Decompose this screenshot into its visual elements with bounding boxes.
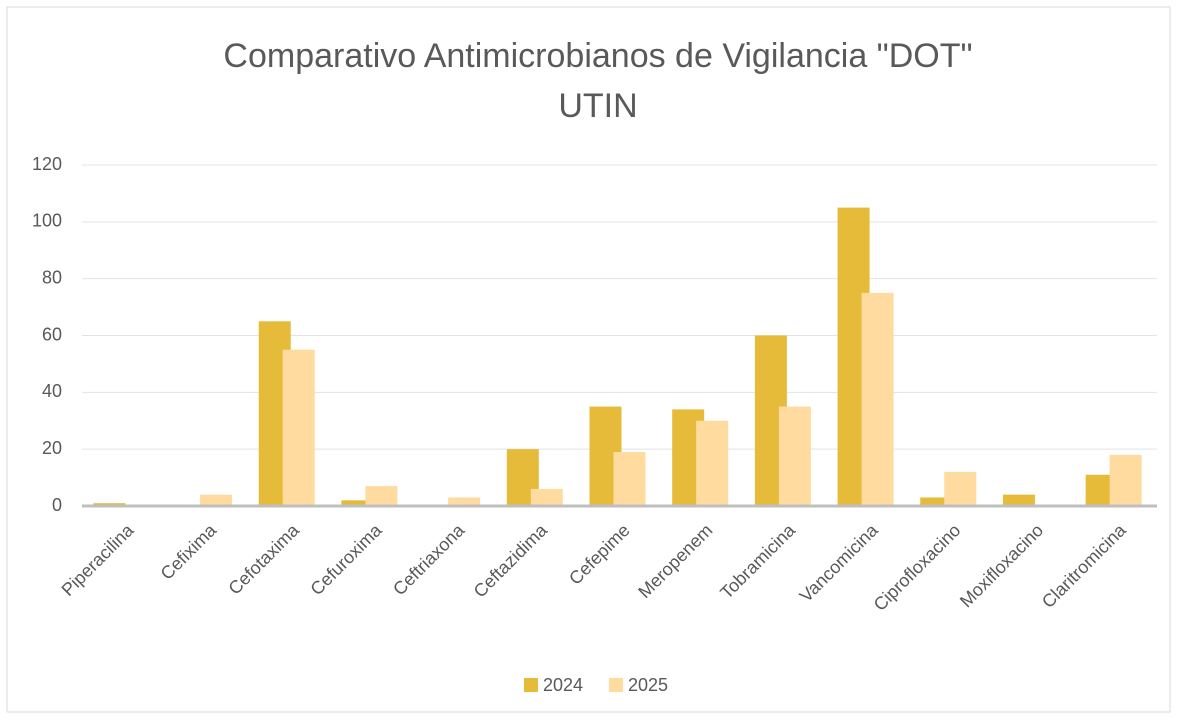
y-tick-label: 100 [32, 211, 62, 231]
chart-title: Comparativo Antimicrobianos de Vigilanci… [223, 37, 972, 75]
y-tick-label: 120 [32, 154, 62, 174]
legend-swatch [609, 678, 623, 692]
bar [341, 500, 374, 506]
y-tick-label: 80 [42, 267, 62, 287]
bar [613, 452, 646, 506]
y-tick-label: 60 [42, 324, 62, 344]
bar [1002, 494, 1035, 506]
bar [944, 471, 977, 506]
bar [448, 497, 481, 506]
legend-label: 2024 [543, 675, 583, 695]
bar [530, 488, 563, 506]
chart-title: UTIN [558, 87, 637, 125]
bar [696, 420, 729, 506]
bar [920, 497, 953, 506]
y-tick-label: 0 [52, 495, 62, 515]
bar [365, 486, 398, 506]
bar [778, 406, 811, 506]
y-tick-label: 40 [42, 381, 62, 401]
bar [861, 292, 894, 506]
legend-label: 2025 [628, 675, 668, 695]
chart-frame [6, 6, 1171, 713]
bar [200, 494, 233, 506]
legend-swatch [524, 678, 538, 692]
y-tick-label: 20 [42, 438, 62, 458]
bar [1109, 454, 1142, 506]
bar [282, 349, 315, 506]
